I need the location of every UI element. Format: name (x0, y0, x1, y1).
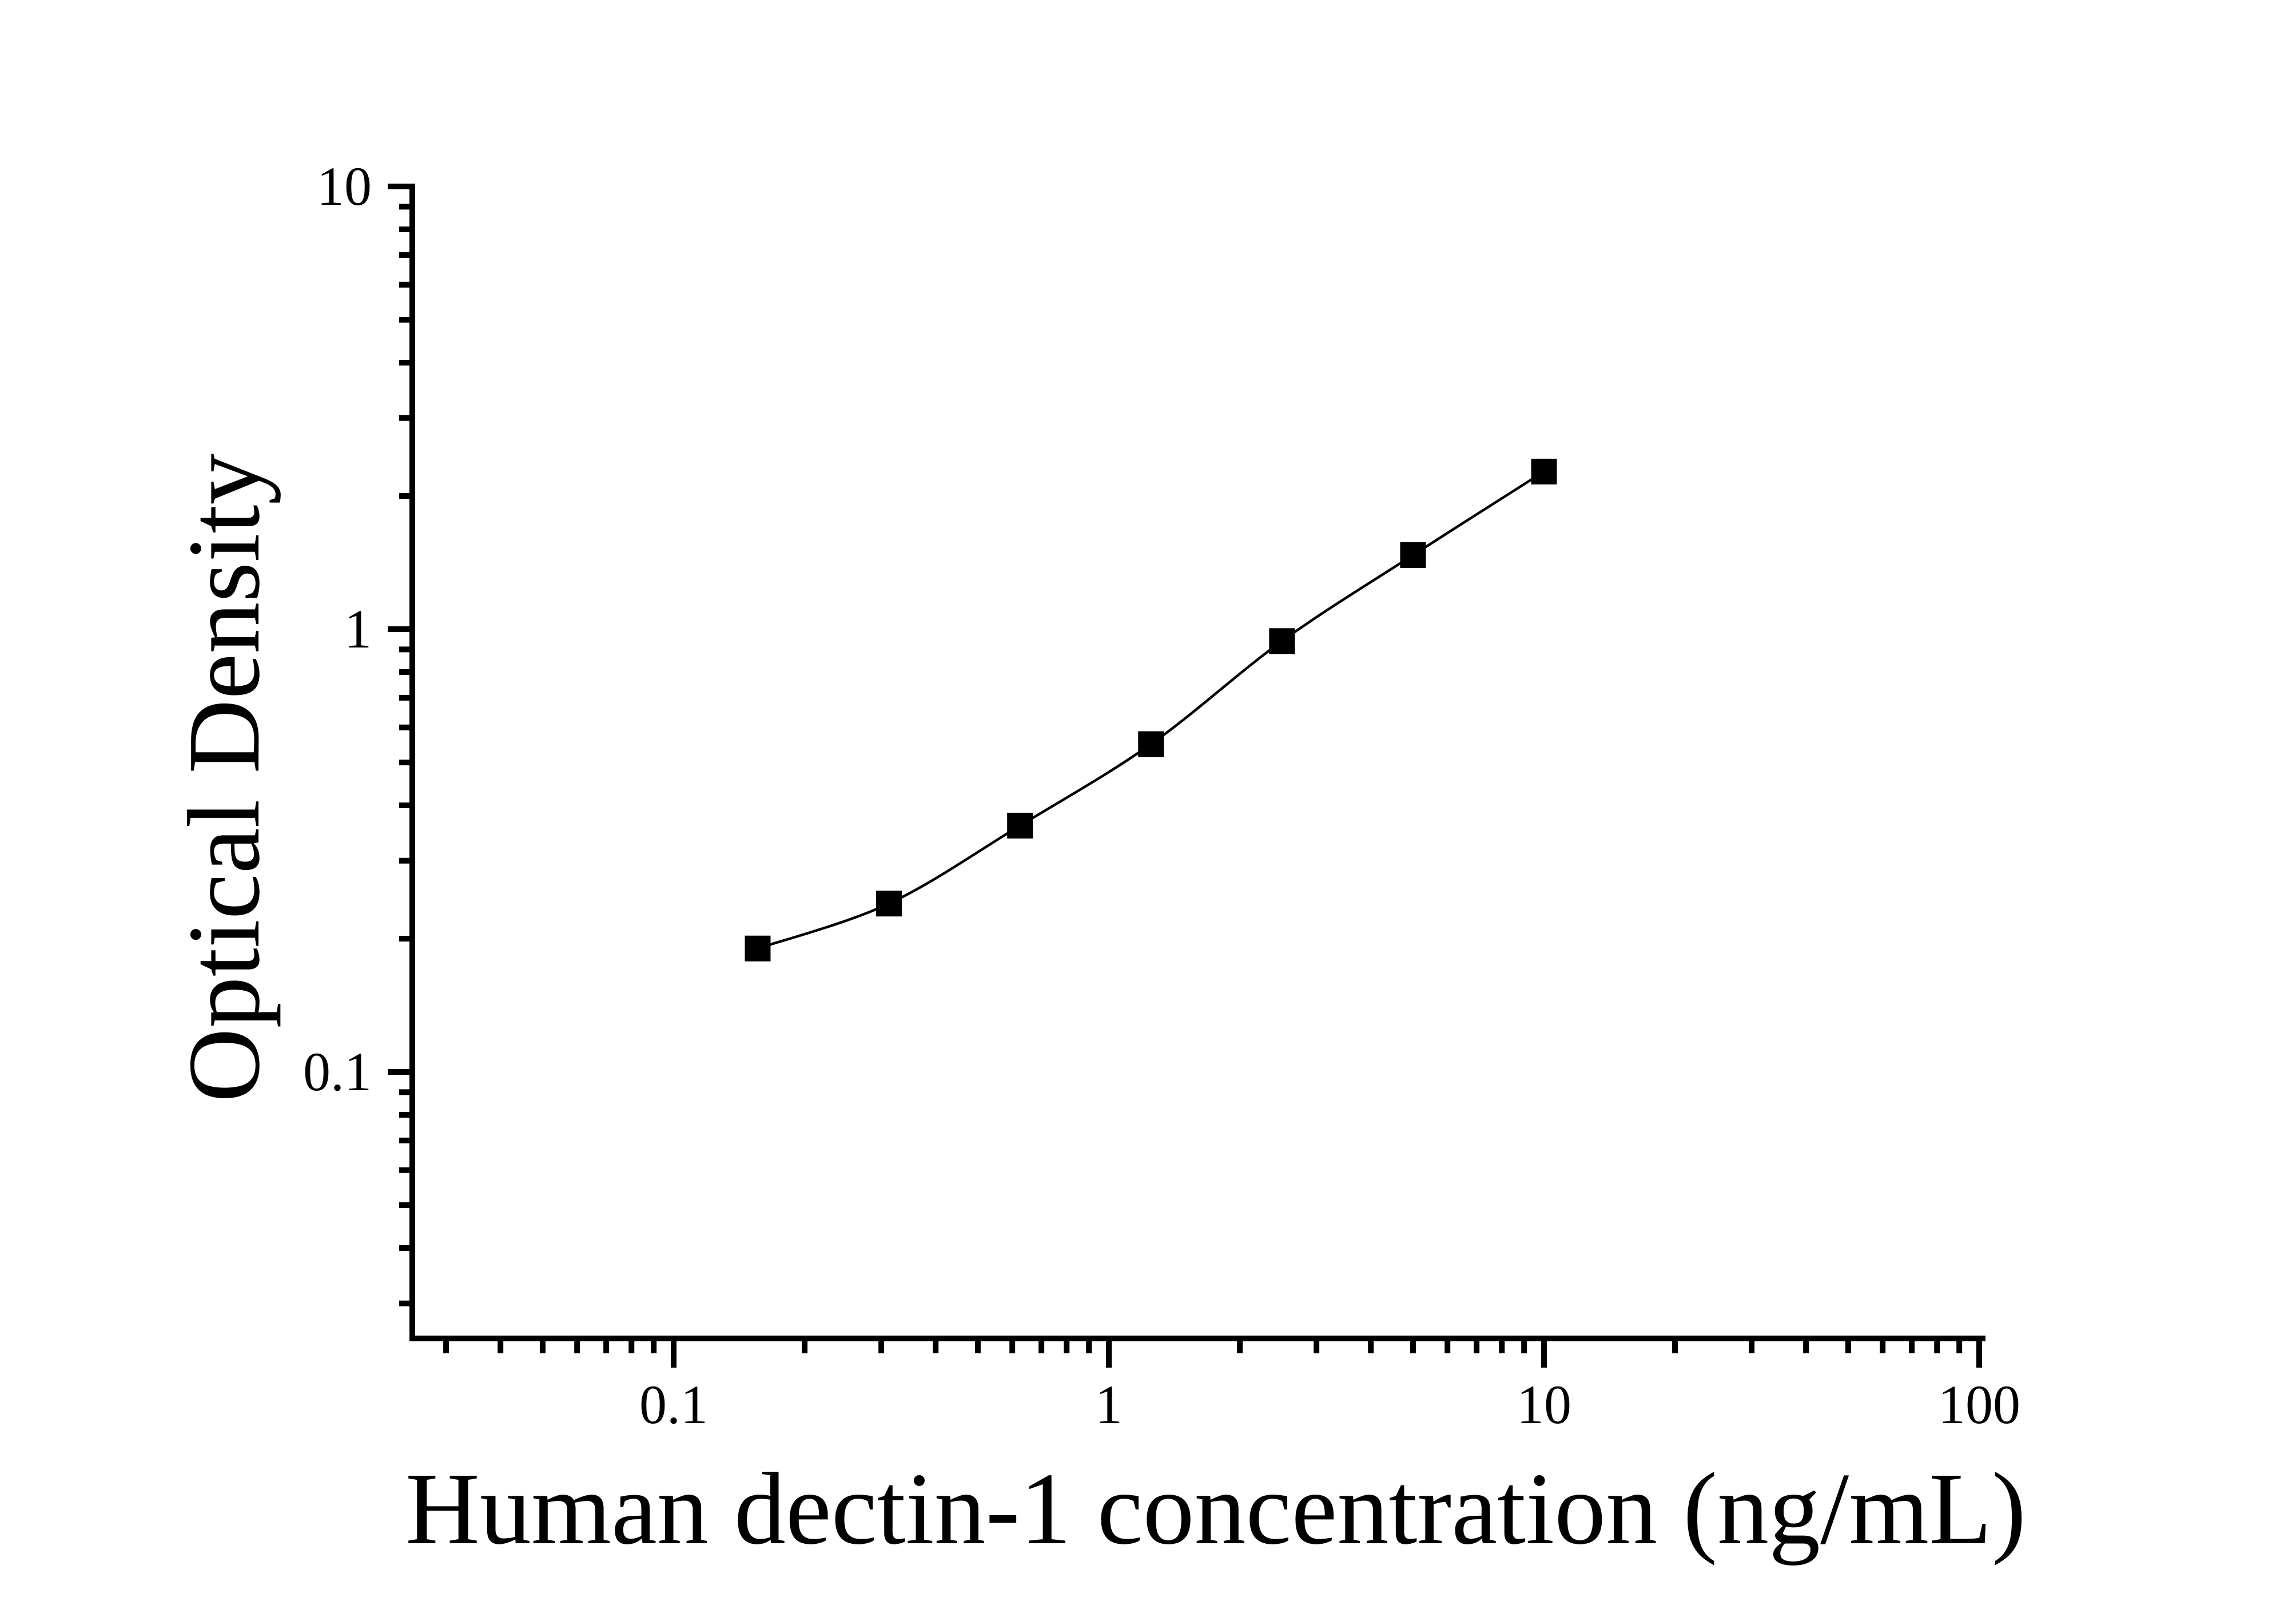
data-point-marker (1531, 458, 1557, 484)
data-point-marker (1007, 812, 1033, 839)
x-tick-label: 0.1 (639, 1374, 708, 1435)
data-point-marker (876, 891, 902, 917)
x-tick-label: 10 (1517, 1374, 1571, 1435)
plot-area: 0.1 1 10 100 10 1 0.1 (303, 156, 2020, 1435)
x-tick-label: 100 (1938, 1374, 2020, 1435)
standard-curve-line (757, 470, 1545, 950)
x-tick-label: 1 (1095, 1374, 1123, 1435)
y-tick-label: 1 (344, 598, 372, 660)
y-tick-label: 10 (317, 156, 372, 217)
data-point-marker (1138, 731, 1164, 757)
x-axis-title: Human dectin-1 concentration (ng/mL) (405, 1452, 2026, 1566)
data-point-marker (745, 935, 771, 962)
y-tick-label: 0.1 (303, 1041, 372, 1102)
data-point-marker (1400, 542, 1426, 568)
data-point-marker (1269, 628, 1295, 654)
y-axis-title: Optical Density (167, 454, 281, 1103)
